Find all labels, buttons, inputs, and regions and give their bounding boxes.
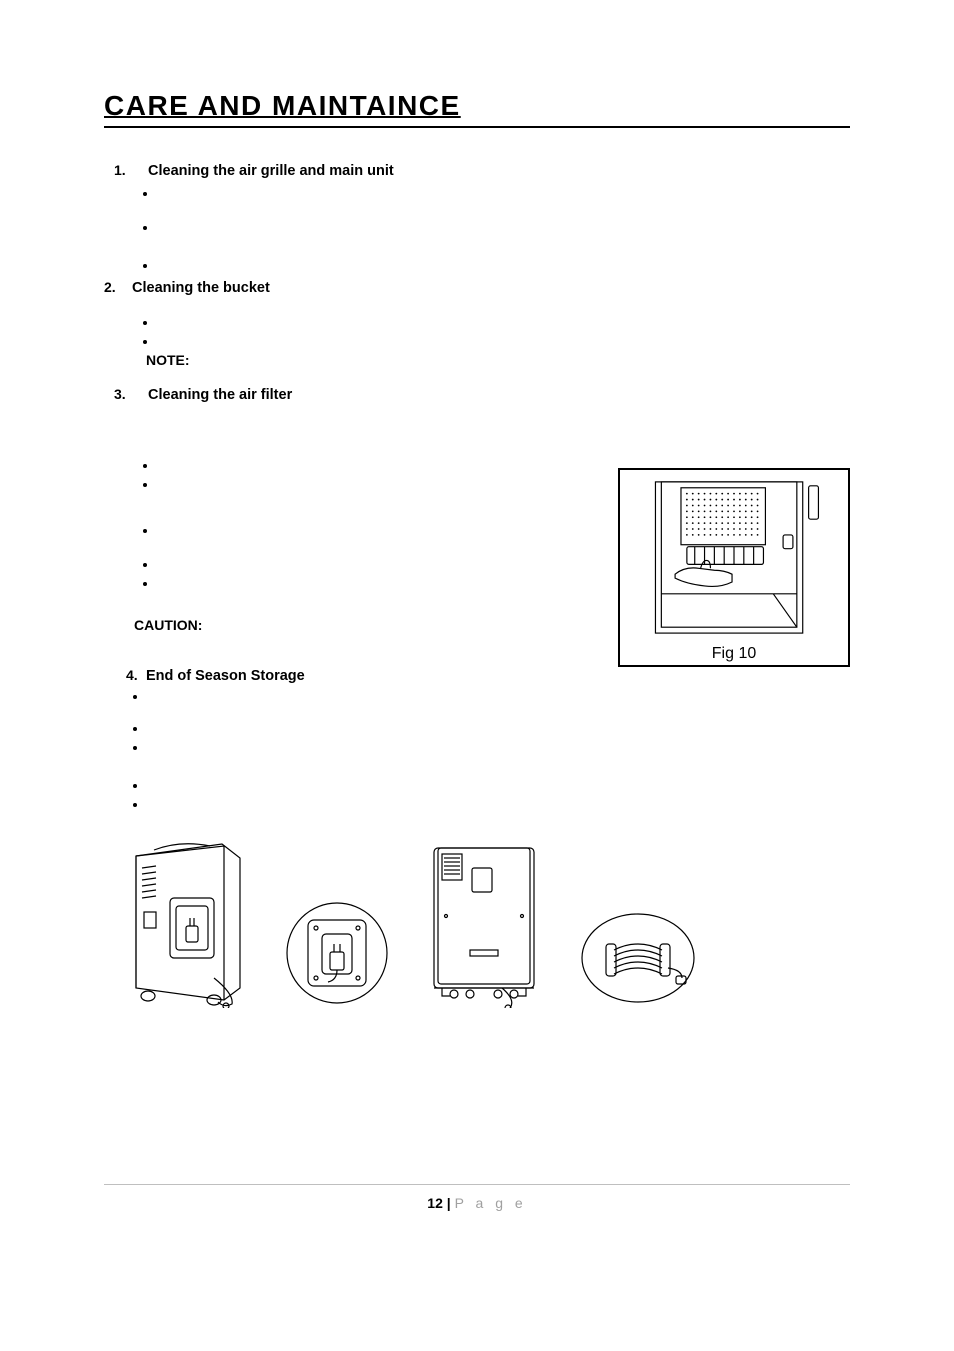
section-1-title: Cleaning the air grille and main unit <box>148 163 394 179</box>
section-2: 2. Cleaning the bucket <box>104 279 850 296</box>
page: CARE AND MAINTAINCE 1. Cleaning the air … <box>0 0 954 1351</box>
section-2-title: Cleaning the bucket <box>132 280 270 296</box>
figure-caption: Fig 10 <box>626 645 842 663</box>
unit-front-illustration <box>420 838 550 1008</box>
unit-back-open-illustration <box>114 838 254 1008</box>
note-label: NOTE: <box>104 352 850 368</box>
list-item <box>148 739 850 755</box>
cord-wound-zoom-illustration <box>578 908 698 1008</box>
list-item <box>148 720 850 736</box>
section-3: 3. Cleaning the air filter <box>104 386 850 403</box>
section-1: 1. Cleaning the air grille and main unit <box>104 162 850 179</box>
section-1-number: 1. <box>114 162 136 178</box>
section-4-number: 4. <box>126 667 144 683</box>
section-2-bullets <box>104 314 850 349</box>
list-item <box>158 257 850 273</box>
page-word: P a g e <box>455 1195 527 1211</box>
section-3-number: 3. <box>114 386 136 402</box>
section-heading: CARE AND MAINTAINCE <box>104 90 850 128</box>
content-area: 1. Cleaning the air grille and main unit… <box>104 162 850 1008</box>
list-item <box>148 777 850 793</box>
list-item <box>158 314 850 330</box>
list-item <box>148 688 850 704</box>
figure-10: Fig 10 <box>618 468 850 667</box>
page-footer: 12 | P a g e <box>104 1184 850 1211</box>
section-1-bullets <box>104 185 850 273</box>
plug-compartment-zoom-illustration <box>282 898 392 1008</box>
section-4-bullets <box>104 688 850 812</box>
section-4: 4. End of Season Storage <box>104 667 850 684</box>
list-item <box>158 333 850 349</box>
section-2-number: 2. <box>104 279 126 295</box>
storage-illustrations <box>104 838 850 1008</box>
list-item <box>148 796 850 812</box>
section-3-title: Cleaning the air filter <box>148 387 292 403</box>
filter-removal-illustration <box>626 476 842 643</box>
list-item <box>158 185 850 201</box>
footer-separator: | <box>443 1195 455 1211</box>
list-item <box>158 219 850 235</box>
page-number: 12 <box>427 1195 443 1211</box>
section-4-title: End of Season Storage <box>146 668 305 684</box>
